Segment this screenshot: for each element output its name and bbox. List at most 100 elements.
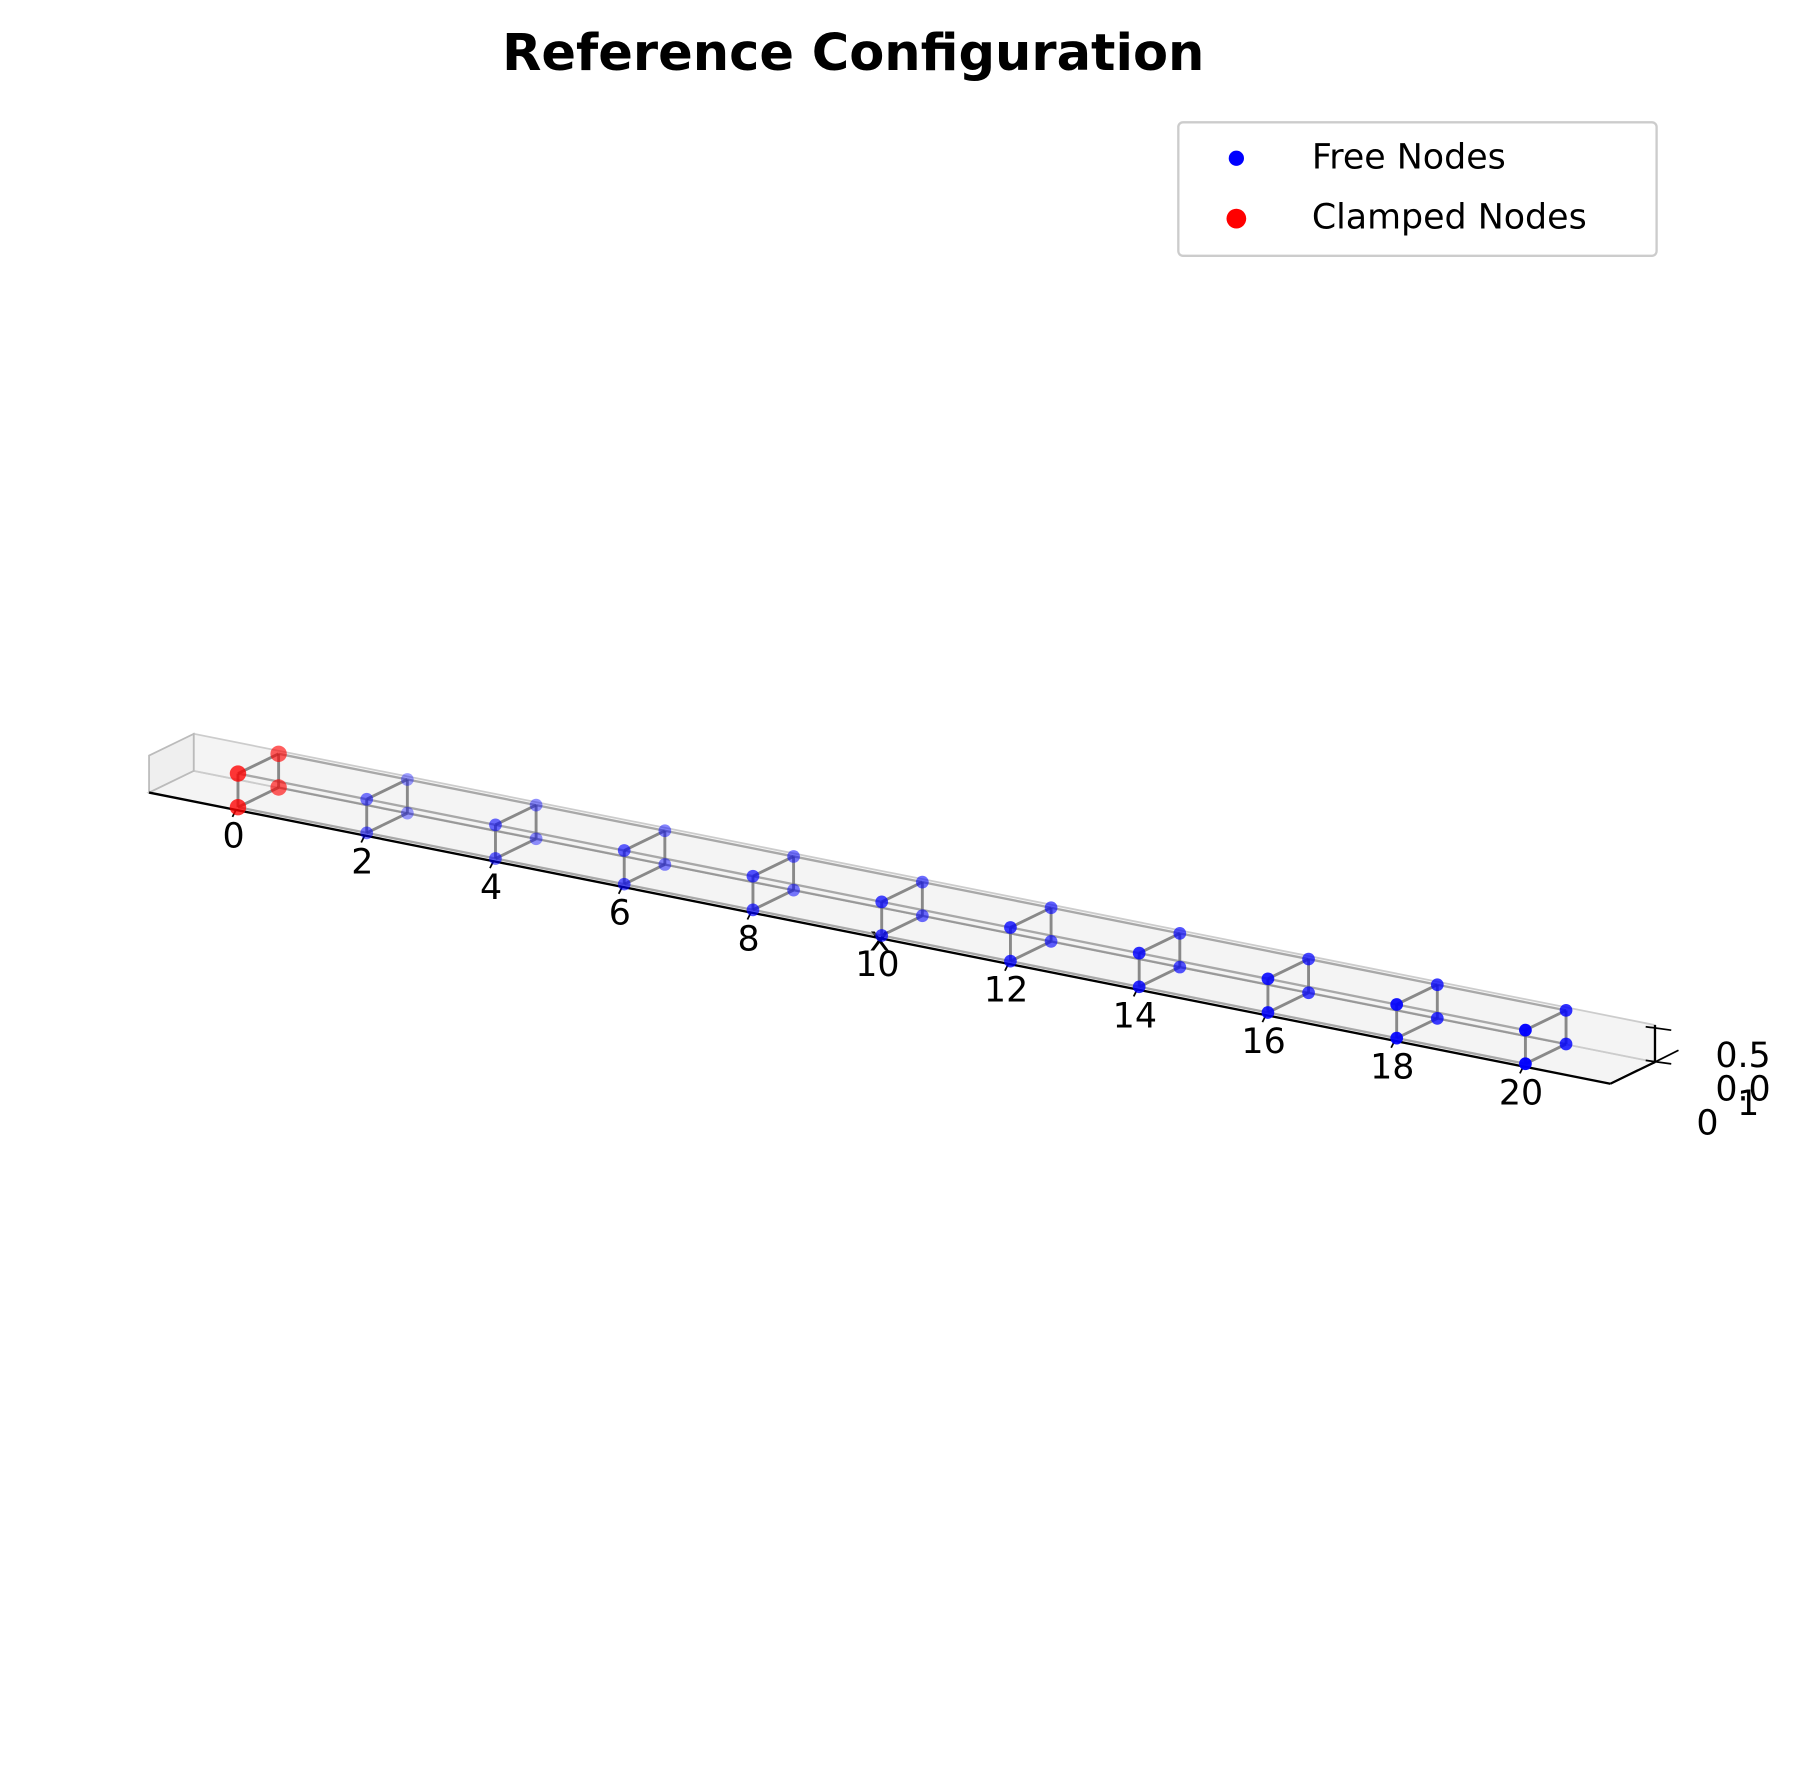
element-edge <box>752 908 882 937</box>
element-edge <box>366 798 496 827</box>
node <box>787 850 800 863</box>
node <box>489 818 502 832</box>
node <box>529 798 543 812</box>
element-edge <box>1138 932 1181 955</box>
element-edge <box>881 880 923 904</box>
element-edge <box>535 837 666 866</box>
node <box>1261 972 1275 986</box>
node <box>1430 1012 1444 1025</box>
element-edge <box>922 914 1052 943</box>
element-edge <box>1010 960 1140 988</box>
element-edge <box>237 806 367 835</box>
element-edge <box>1138 965 1181 989</box>
x-tick-label: 0 <box>223 817 245 857</box>
node <box>1173 927 1187 940</box>
pane <box>146 769 1658 1085</box>
element-edge <box>664 863 794 892</box>
x-tick-label: 6 <box>609 894 631 934</box>
legend-marker <box>1228 150 1244 166</box>
x-tick-label: 16 <box>1241 1022 1285 1062</box>
x-tick-label: 18 <box>1370 1048 1414 1088</box>
element-edge <box>1308 991 1438 1020</box>
element-edge <box>1267 1011 1397 1040</box>
element-edge <box>1396 983 1438 1006</box>
node <box>1044 935 1058 948</box>
element-edge <box>366 778 408 801</box>
element-edge <box>278 786 408 815</box>
element-edge <box>278 752 408 781</box>
element-edge <box>922 880 1052 909</box>
node <box>617 844 631 857</box>
element-edge <box>494 837 537 860</box>
node <box>229 765 247 782</box>
y-tick <box>1652 1049 1679 1064</box>
node <box>1004 921 1017 934</box>
node <box>1519 1023 1532 1037</box>
element-edge <box>623 863 666 886</box>
element-edge <box>793 888 923 917</box>
node <box>270 779 287 796</box>
node <box>1559 1004 1573 1017</box>
pane <box>148 732 195 794</box>
element-edge <box>881 900 1011 929</box>
y-tick-label: 0 <box>1696 1104 1718 1144</box>
node <box>746 903 760 917</box>
element-edge <box>881 934 1011 963</box>
element-edge <box>1524 1042 1567 1066</box>
element-edge <box>623 883 754 911</box>
node <box>875 895 889 909</box>
node <box>529 832 543 846</box>
node <box>1390 998 1404 1011</box>
z-tick <box>1645 1025 1672 1032</box>
element-edge <box>664 829 794 858</box>
element-edge <box>1267 991 1310 1014</box>
legend-marker <box>1226 208 1247 229</box>
element-edge <box>1009 940 1052 963</box>
node <box>617 877 631 891</box>
node <box>401 773 414 786</box>
legend-label: Free Nodes <box>1312 137 1506 177</box>
element-edge <box>407 778 537 807</box>
node <box>360 826 374 840</box>
x-tick-label: 20 <box>1499 1073 1543 1113</box>
element-edge <box>535 803 666 832</box>
node <box>1173 960 1187 974</box>
element-edge <box>1138 985 1269 1014</box>
x-tick-label: 8 <box>738 919 760 959</box>
node <box>1559 1037 1573 1051</box>
element-edge <box>366 811 408 835</box>
node <box>787 883 800 897</box>
element-edge <box>1009 906 1052 929</box>
element-edge <box>752 855 795 878</box>
element-edge <box>1396 1017 1438 1040</box>
element-edge <box>237 772 367 801</box>
element-edge <box>1179 965 1309 994</box>
element-edge <box>623 849 754 878</box>
node <box>746 869 760 883</box>
node <box>1044 901 1058 915</box>
element-edge <box>1010 926 1140 955</box>
node <box>1390 1031 1404 1045</box>
element-edge <box>495 823 625 852</box>
legend: Free Nodes Clamped Nodes <box>1177 121 1658 257</box>
element-edge <box>366 831 496 860</box>
element-edge <box>881 914 923 937</box>
node <box>401 806 414 820</box>
z-tick-label: 0.0 <box>1715 1070 1770 1110</box>
element-edge <box>1524 1009 1567 1032</box>
x-tick-label: 12 <box>984 971 1028 1011</box>
node <box>489 852 502 865</box>
element-edge <box>1179 932 1309 961</box>
x-tick-label: 2 <box>351 842 373 882</box>
chart-title: Reference Configuration <box>502 24 1204 83</box>
element-edge <box>1396 1003 1526 1032</box>
element-edge <box>1050 940 1181 969</box>
element-edge <box>1138 952 1269 980</box>
element-edge <box>494 803 537 827</box>
element-edge <box>1050 906 1181 935</box>
node <box>1519 1057 1532 1071</box>
element-edge <box>1437 1017 1567 1046</box>
element-edge <box>793 855 923 884</box>
element-edge <box>1267 957 1310 981</box>
